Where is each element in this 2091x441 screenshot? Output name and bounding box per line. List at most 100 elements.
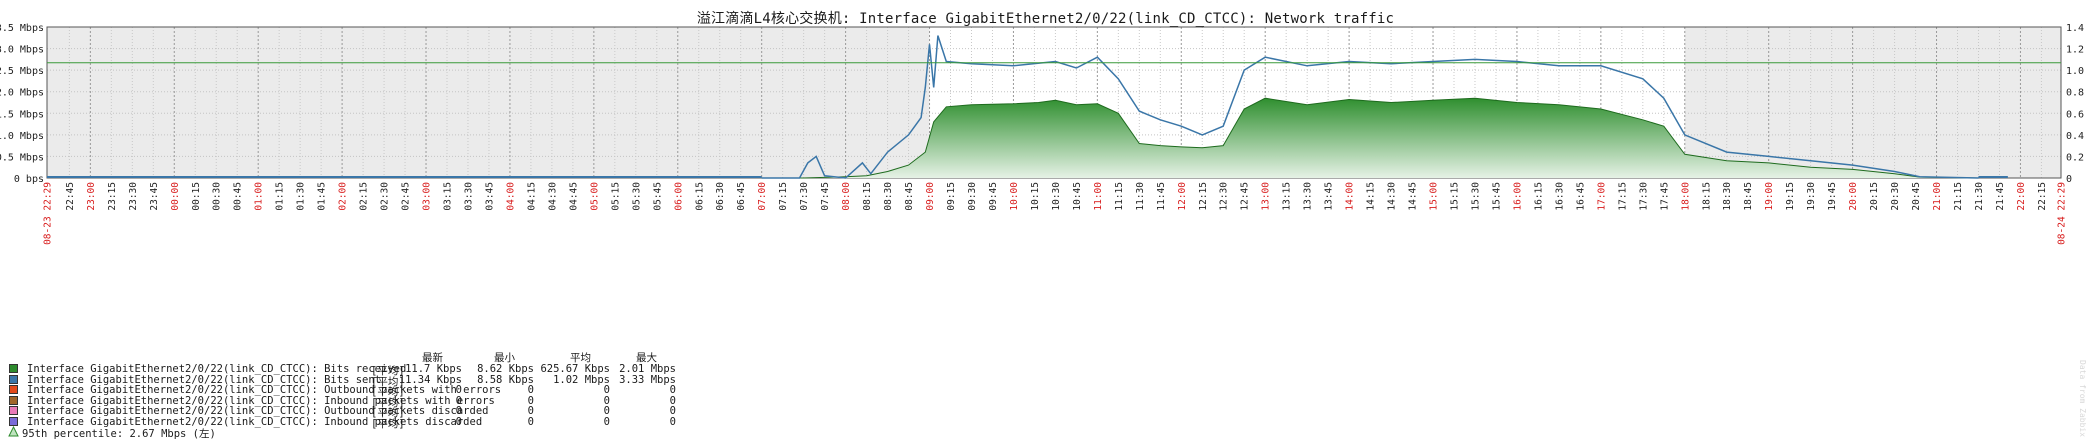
x-tick-label: 11:15	[1114, 182, 1125, 211]
x-tick-label: 17:45	[1659, 182, 1670, 211]
x-tick-label: 01:30	[296, 182, 307, 211]
y-tick-label-right: 0	[2066, 174, 2072, 185]
x-tick-label: 10:45	[1072, 182, 1083, 211]
legend-value-max: 0	[669, 405, 676, 417]
x-tick-label: 21:45	[1995, 182, 2006, 211]
legend-value-last: 11.34 Kbps	[398, 373, 462, 386]
x-tick-label: 23:30	[128, 182, 139, 211]
x-tick-label: 22:45	[65, 182, 76, 211]
x-tick-label: 10:00	[1009, 182, 1020, 211]
x-tick-label: 19:00	[1764, 182, 1775, 211]
x-tick-label: 18:00	[1680, 182, 1691, 211]
y-tick-label-right: 1.0	[2066, 66, 2084, 77]
x-tick-label: 02:30	[380, 182, 391, 211]
legend-value-max: 2.01 Mbps	[619, 363, 676, 375]
x-tick-label: 15:00	[1429, 182, 1440, 211]
x-tick-label: 04:30	[547, 182, 558, 211]
legend-value-min: 8.58 Kbps	[477, 373, 534, 386]
x-tick-label: 12:15	[1198, 182, 1209, 211]
x-tick-label: 19:45	[1827, 182, 1838, 211]
network-traffic-chart[interactable]: 0 bps 0.5 Mbps 1.0 Mbps 1.5 Mbps 2.0 Mbps 2.5…	[0, 0, 2091, 350]
x-tick-label: 22:00	[2016, 182, 2027, 211]
x-tick-label: 05:30	[631, 182, 642, 211]
x-tick-label: 02:45	[401, 182, 412, 211]
legend-swatch	[9, 374, 18, 384]
x-tick-label: 17:00	[1596, 182, 1607, 211]
legend-value-min: 0	[527, 384, 534, 396]
x-tick-label: 18:15	[1701, 182, 1712, 211]
legend-value-max: 0	[669, 415, 676, 428]
legend-value-max: 0	[669, 384, 676, 396]
x-tick-label: 23:15	[107, 182, 118, 211]
x-tick-label: 01:15	[275, 182, 286, 211]
x-tick-label: 16:45	[1575, 182, 1586, 211]
x-tick-label: 05:15	[610, 182, 621, 211]
legend-value-last: 0	[455, 415, 462, 428]
x-tick-label: 04:15	[526, 182, 537, 211]
legend-label: Interface GigabitEthernet2/0/22(link_CD_…	[27, 405, 489, 417]
y-tick-label-left: 3.5 Mbps	[0, 23, 44, 34]
x-tick-label: 14:15	[1366, 182, 1377, 211]
x-tick-label: 03:45	[484, 182, 495, 211]
legend-label: Interface GigabitEthernet2/0/22(link_CD_…	[27, 373, 382, 386]
legend-function: [平均]	[371, 396, 405, 409]
x-tick-label: 13:30	[1303, 182, 1314, 211]
watermark: Data from Zabbix	[2078, 360, 2087, 438]
x-tick-label: 20:15	[1869, 182, 1880, 211]
chart-title: 溢江滴滴L4核心交换机: Interface GigabitEthernet2/…	[696, 11, 1395, 27]
y-tick-label-left: 3.0 Mbps	[0, 45, 44, 56]
y-tick-label-right: 1.4	[2066, 23, 2084, 34]
x-tick-label: 09:00	[925, 182, 936, 211]
legend-value-last: 0	[455, 384, 462, 396]
series-bits-received-line	[761, 97, 1979, 179]
legend-value-last: 0	[455, 405, 462, 417]
legend-value-avg: 0	[603, 415, 610, 428]
legend-label: Interface GigabitEthernet2/0/22(link_CD_…	[27, 363, 407, 375]
percentile-triangle-icon	[8, 426, 19, 437]
legend-value-max: 0	[669, 394, 676, 407]
y-tick-label-left: 2.5 Mbps	[0, 66, 44, 77]
legend-value-min: 0	[527, 394, 534, 407]
x-tick-label: 21:30	[1974, 182, 1985, 211]
x-tick-label: 16:00	[1512, 182, 1523, 211]
legend-swatch	[9, 385, 18, 394]
series-bits-received-area	[761, 98, 1979, 178]
x-tick-label: 03:00	[422, 182, 433, 211]
x-tick-label: 02:15	[359, 182, 370, 211]
x-tick-label: 03:30	[463, 182, 474, 211]
x-tick-label: 02:00	[338, 182, 349, 211]
x-tick-label: 16:30	[1554, 182, 1565, 211]
legend-value-avg: 625.67 Kbps	[540, 363, 610, 375]
legend-header: 平均	[570, 352, 591, 364]
legend-header: 最小	[494, 352, 515, 364]
x-tick-label: 06:45	[736, 182, 747, 211]
x-tick-label: 03:15	[443, 182, 454, 211]
x-tick-label: 13:45	[1324, 182, 1335, 211]
y-tick-label-right: 1.2	[2066, 45, 2084, 56]
x-tick-label: 21:00	[1932, 182, 1943, 211]
x-tick-label: 07:45	[820, 182, 831, 211]
x-tick-label: 14:45	[1408, 182, 1419, 211]
legend-function: [平均]	[371, 386, 405, 398]
x-tick-label: 14:00	[1345, 182, 1356, 211]
x-tick-label: 08:00	[841, 182, 852, 211]
x-tick-label: 16:15	[1533, 182, 1544, 211]
legend-header: 最大	[636, 352, 657, 364]
x-tick-label: 17:30	[1638, 182, 1649, 211]
legend-swatch	[9, 395, 18, 405]
y-tick-label-right: 0.2	[2066, 152, 2084, 163]
legend-value-min: 0	[527, 415, 534, 428]
legend-percentile-label: 95th percentile: 2.67 Mbps (左)	[22, 428, 216, 440]
legend-label: Interface GigabitEthernet2/0/22(link_CD_…	[27, 394, 495, 407]
x-end-label: 08-24 22:29	[2057, 182, 2068, 245]
x-tick-label: 05:45	[652, 182, 663, 211]
x-tick-label: 05:00	[589, 182, 600, 211]
x-tick-label: 12:30	[1219, 182, 1230, 211]
x-tick-label: 06:15	[694, 182, 705, 211]
legend-label: Interface GigabitEthernet2/0/22(link_CD_…	[27, 384, 502, 396]
x-tick-label: 12:45	[1240, 182, 1251, 211]
x-tick-label: 04:00	[505, 182, 516, 211]
x-tick-label: 23:00	[86, 182, 97, 211]
legend-function: [平均]	[371, 417, 405, 430]
legend-swatch	[9, 364, 18, 373]
